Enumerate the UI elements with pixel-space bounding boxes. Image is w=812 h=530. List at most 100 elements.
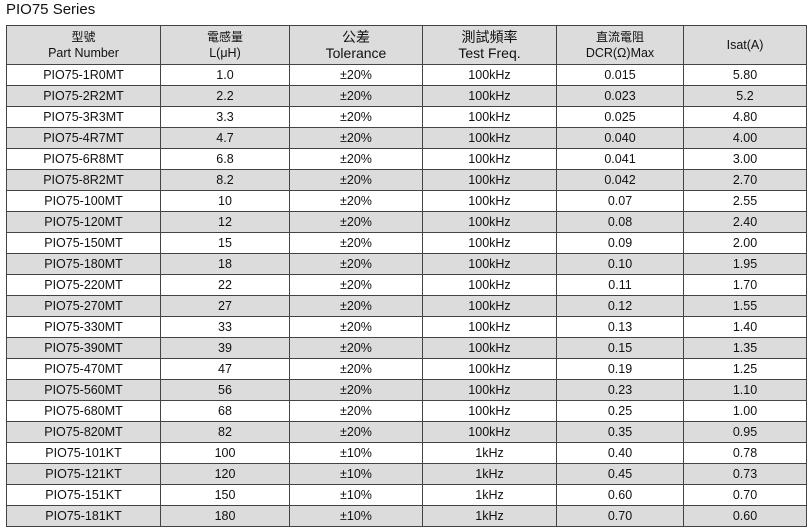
table-cell: PIO75-4R7MT bbox=[6, 127, 161, 149]
table-cell: PIO75-3R3MT bbox=[6, 106, 161, 128]
table-row: PIO75-330MT 33 ±20% 100kHz 0.13 1.40 bbox=[6, 316, 807, 338]
table-cell: ±20% bbox=[289, 148, 423, 170]
table-cell: 3.00 bbox=[683, 148, 807, 170]
table-cell: PIO75-1R0MT bbox=[6, 64, 161, 86]
header-row: 型號 Part Number 電感量 L(μH) 公差 Tolerance 測試頻率 Test… bbox=[6, 25, 807, 65]
table-cell: PIO75-151KT bbox=[6, 484, 161, 506]
table-row: PIO75-181KT 180 ±10% 1kHz 0.70 0.60 bbox=[6, 505, 807, 527]
table-cell: 3.3 bbox=[160, 106, 290, 128]
table-cell: 1.0 bbox=[160, 64, 290, 86]
column-header: 型號 Part Number bbox=[6, 25, 161, 65]
table-cell: 4.80 bbox=[683, 106, 807, 128]
table-cell: 0.015 bbox=[556, 64, 684, 86]
table-cell: 100kHz bbox=[422, 421, 557, 443]
table-cell: 1kHz bbox=[422, 484, 557, 506]
table-cell: ±20% bbox=[289, 106, 423, 128]
header-cn: 測試頻率 bbox=[461, 29, 518, 45]
column-header: 電感量 L(μH) bbox=[160, 25, 290, 65]
header-cn: 直流電阻 bbox=[595, 30, 644, 44]
table-cell: ±10% bbox=[289, 505, 423, 527]
table-cell: 1.40 bbox=[683, 316, 807, 338]
table-cell: 100kHz bbox=[422, 190, 557, 212]
table-cell: 33 bbox=[160, 316, 290, 338]
table-cell: PIO75-270MT bbox=[6, 295, 161, 317]
table-cell: 150 bbox=[160, 484, 290, 506]
table-cell: 0.70 bbox=[683, 484, 807, 506]
table-cell: 0.45 bbox=[556, 463, 684, 485]
header-cn: 公差 bbox=[342, 29, 370, 45]
table-cell: 100kHz bbox=[422, 274, 557, 296]
table-cell: 0.08 bbox=[556, 211, 684, 233]
table-cell: 82 bbox=[160, 421, 290, 443]
table-cell: 0.19 bbox=[556, 358, 684, 380]
table-cell: PIO75-181KT bbox=[6, 505, 161, 527]
table-cell: 18 bbox=[160, 253, 290, 275]
table-cell: 100kHz bbox=[422, 316, 557, 338]
table-cell: 0.40 bbox=[556, 442, 684, 464]
table-cell: PIO75-150MT bbox=[6, 232, 161, 254]
table-cell: PIO75-330MT bbox=[6, 316, 161, 338]
table-cell: 2.00 bbox=[683, 232, 807, 254]
table-cell: 2.40 bbox=[683, 211, 807, 233]
table-cell: PIO75-820MT bbox=[6, 421, 161, 443]
table-row: PIO75-121KT 120 ±10% 1kHz 0.45 0.73 bbox=[6, 463, 807, 485]
table-cell: 6.8 bbox=[160, 148, 290, 170]
table-cell: 4.00 bbox=[683, 127, 807, 149]
table-cell: PIO75-8R2MT bbox=[6, 169, 161, 191]
column-header: 直流電阻 DCR(Ω)Max bbox=[556, 25, 684, 65]
header-en: DCR(Ω)Max bbox=[585, 46, 655, 60]
table-cell: ±20% bbox=[289, 295, 423, 317]
table-cell: 1kHz bbox=[422, 505, 557, 527]
table-cell: 5.80 bbox=[683, 64, 807, 86]
header-en: Tolerance bbox=[325, 45, 387, 61]
table-cell: ±20% bbox=[289, 127, 423, 149]
table-cell: 39 bbox=[160, 337, 290, 359]
table-cell: 68 bbox=[160, 400, 290, 422]
table-cell: 56 bbox=[160, 379, 290, 401]
table-cell: 10 bbox=[160, 190, 290, 212]
table-cell: 0.60 bbox=[683, 505, 807, 527]
table-cell: 0.95 bbox=[683, 421, 807, 443]
table-cell: 0.07 bbox=[556, 190, 684, 212]
column-header: 測試頻率 Test Freq. bbox=[422, 25, 557, 65]
table-row: PIO75-180MT 18 ±20% 100kHz 0.10 1.95 bbox=[6, 253, 807, 275]
table-cell: PIO75-121KT bbox=[6, 463, 161, 485]
table-cell: ±20% bbox=[289, 274, 423, 296]
header-en: Test Freq. bbox=[458, 45, 521, 61]
table-cell: PIO75-470MT bbox=[6, 358, 161, 380]
table-cell: PIO75-2R2MT bbox=[6, 85, 161, 107]
table-row: PIO75-390MT 39 ±20% 100kHz 0.15 1.35 bbox=[6, 337, 807, 359]
table-cell: 0.25 bbox=[556, 400, 684, 422]
table-cell: PIO75-390MT bbox=[6, 337, 161, 359]
table-cell: 0.23 bbox=[556, 379, 684, 401]
table-cell: 100kHz bbox=[422, 106, 557, 128]
table-cell: 8.2 bbox=[160, 169, 290, 191]
table-cell: ±20% bbox=[289, 400, 423, 422]
table-cell: 0.10 bbox=[556, 253, 684, 275]
table-cell: ±20% bbox=[289, 211, 423, 233]
table-cell: 2.2 bbox=[160, 85, 290, 107]
table-cell: 100kHz bbox=[422, 358, 557, 380]
table-cell: 1kHz bbox=[422, 463, 557, 485]
table-row: PIO75-270MT 27 ±20% 100kHz 0.12 1.55 bbox=[6, 295, 807, 317]
table-cell: ±10% bbox=[289, 442, 423, 464]
header-cn: 型號 bbox=[71, 30, 96, 44]
table-cell: 15 bbox=[160, 232, 290, 254]
table-cell: 100kHz bbox=[422, 232, 557, 254]
table-cell: 4.7 bbox=[160, 127, 290, 149]
table-cell: PIO75-680MT bbox=[6, 400, 161, 422]
table-cell: 0.78 bbox=[683, 442, 807, 464]
table-cell: 0.73 bbox=[683, 463, 807, 485]
table-cell: 0.09 bbox=[556, 232, 684, 254]
table-row: PIO75-4R7MT 4.7 ±20% 100kHz 0.040 4.00 bbox=[6, 127, 807, 149]
table-cell: 0.15 bbox=[556, 337, 684, 359]
table-cell: ±20% bbox=[289, 358, 423, 380]
table-cell: 5.2 bbox=[683, 85, 807, 107]
table-cell: 12 bbox=[160, 211, 290, 233]
table-row: PIO75-3R3MT 3.3 ±20% 100kHz 0.025 4.80 bbox=[6, 106, 807, 128]
table-cell: 0.70 bbox=[556, 505, 684, 527]
header-en: Part Number bbox=[48, 46, 119, 60]
table-cell: 1.10 bbox=[683, 379, 807, 401]
table-cell: 100kHz bbox=[422, 253, 557, 275]
table-cell: 0.025 bbox=[556, 106, 684, 128]
